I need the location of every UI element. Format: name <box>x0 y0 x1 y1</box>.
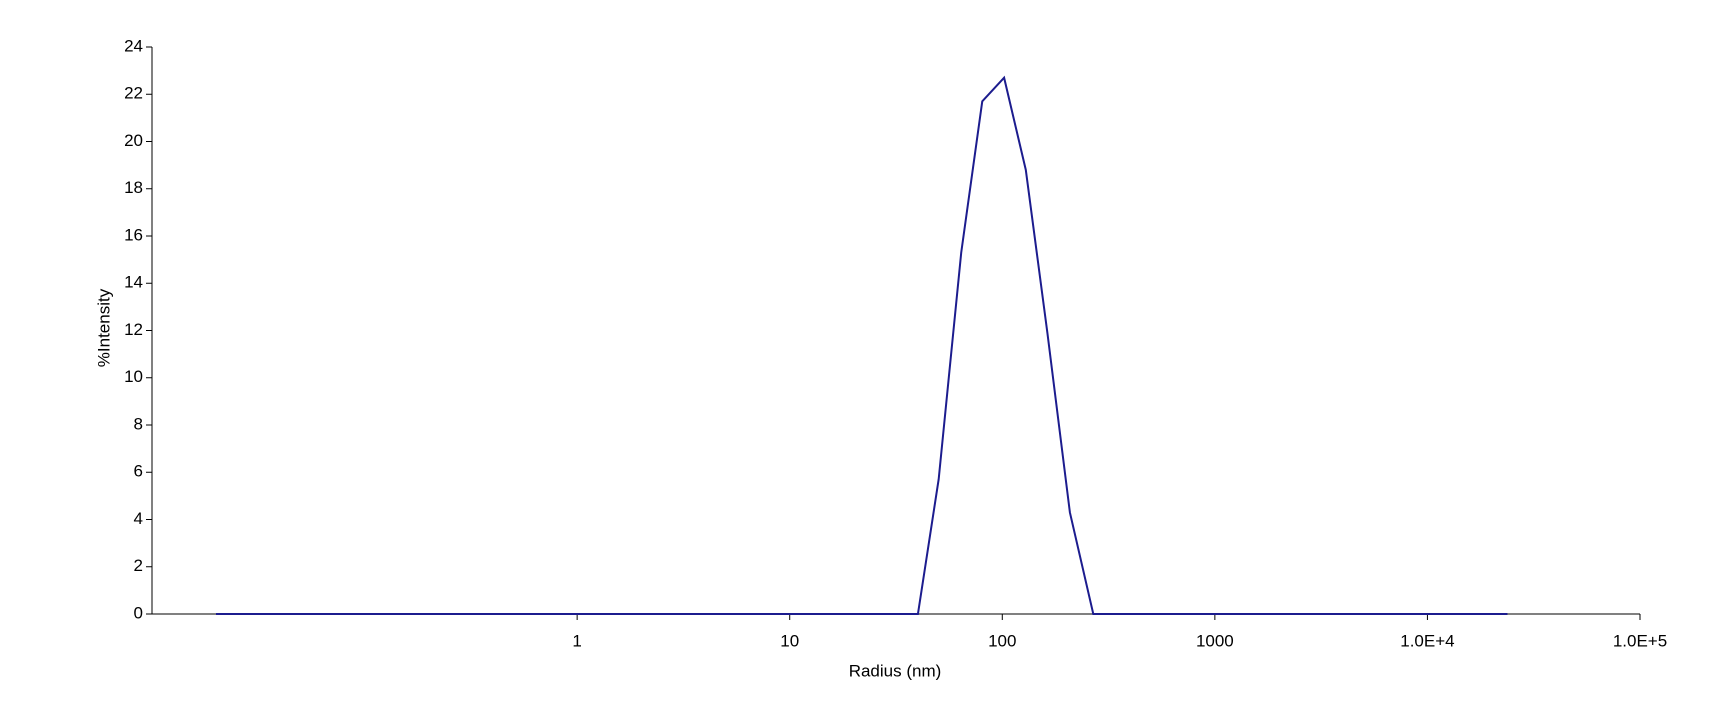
x-axis-label: Radius (nm) <box>849 661 942 680</box>
x-tick-label: 1.0E+5 <box>1613 631 1667 650</box>
y-tick-label: 16 <box>124 225 143 244</box>
x-tick-label: 1 <box>572 631 581 650</box>
x-tick-label: 10 <box>780 631 799 650</box>
y-axis-label: %Intensity <box>94 288 113 367</box>
y-tick-label: 10 <box>124 367 143 386</box>
y-tick-label: 20 <box>124 131 143 150</box>
x-tick-label: 1.0E+4 <box>1400 631 1454 650</box>
y-tick-label: 8 <box>134 414 143 433</box>
y-tick-label: 2 <box>134 556 143 575</box>
y-tick-label: 24 <box>124 36 143 55</box>
y-tick-label: 6 <box>134 462 143 481</box>
y-tick-label: 14 <box>124 273 143 292</box>
y-tick-label: 12 <box>124 320 143 339</box>
data-line <box>215 75 1508 615</box>
y-tick-label: 4 <box>134 509 143 528</box>
y-tick-label: 0 <box>134 603 143 622</box>
y-tick-label: 22 <box>124 84 143 103</box>
y-tick-label: 18 <box>124 178 143 197</box>
x-tick-label: 100 <box>988 631 1016 650</box>
x-tick-label: 1000 <box>1196 631 1234 650</box>
